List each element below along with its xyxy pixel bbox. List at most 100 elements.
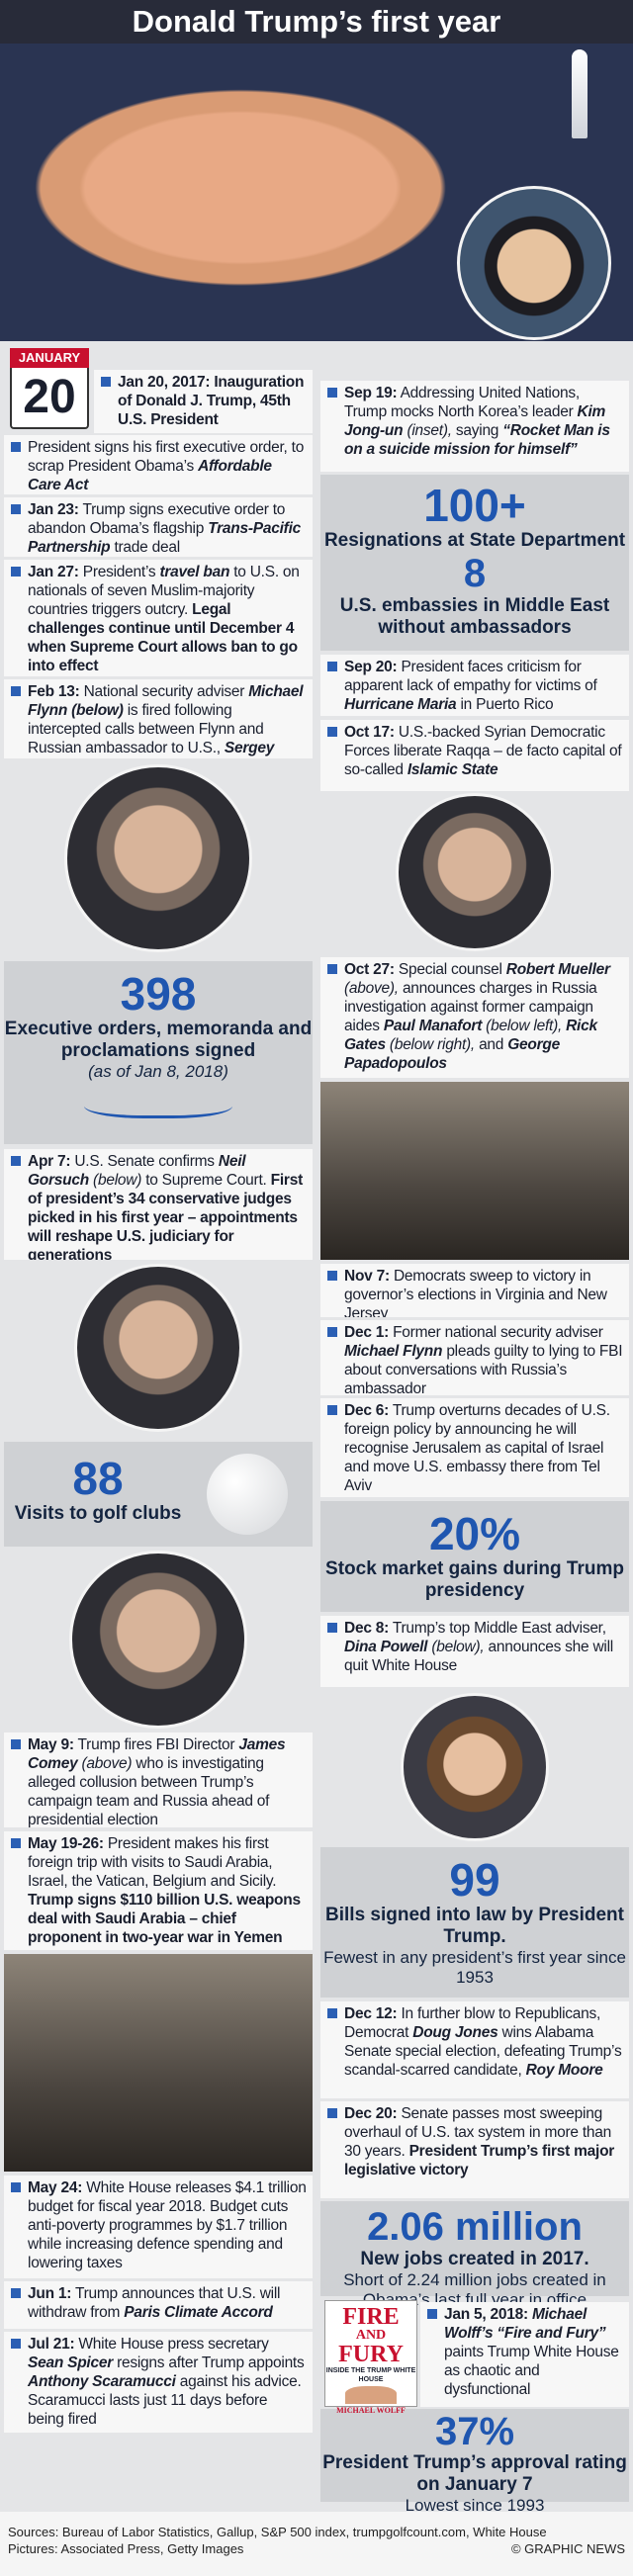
- stat-resignations: 100+ Resignations at State Department 8 …: [320, 475, 629, 651]
- stat-label: Bills signed into law by President Trump…: [325, 1905, 624, 1947]
- manafort-gates-photo: [320, 1082, 629, 1260]
- event-text: wins Alabama Senate special election, de…: [344, 2024, 622, 2079]
- event: Dec 20: Senate passes most sweeping over…: [320, 2101, 629, 2198]
- event: Oct 17: U.S.-backed Syrian Democratic Fo…: [320, 720, 629, 791]
- event: May 9: Trump fires FBI Director James Co…: [4, 1732, 313, 1827]
- stat-label: U.S. embassies in Middle East without am…: [339, 595, 610, 638]
- event-text: Jul 21:: [28, 2336, 75, 2353]
- stat-label: President Trump’s approval rating on Jan…: [322, 2452, 627, 2495]
- event-text: Trump announces that U.S. will withdraw …: [28, 2285, 281, 2321]
- event: Jul 21: White House press secretary Sean…: [4, 2332, 313, 2433]
- book-title: FURY: [338, 2342, 404, 2367]
- footer: Sources: Bureau of Labor Statistics, Gal…: [0, 2512, 633, 2576]
- stat-number: 99: [449, 1854, 500, 1906]
- event: Jan 27: President’s travel ban to U.S. o…: [4, 560, 313, 676]
- event-text: Paris Climate Accord: [124, 2304, 273, 2321]
- stat-approval: 37% President Trump’s approval rating on…: [320, 2409, 629, 2515]
- book-photo: [345, 2386, 397, 2404]
- event-text: Sep 19:: [344, 385, 398, 401]
- event-text: Trump signs $110 billion U.S. weapons de…: [28, 1892, 301, 1946]
- event-text: Michael Wolff’s: [444, 2306, 588, 2342]
- event-text: and: [479, 1036, 504, 1053]
- event-text: Rick Gates: [344, 1018, 597, 1053]
- event-text: (below),: [431, 1639, 485, 1655]
- event: Sep 20: President faces criticism for ap…: [320, 655, 629, 716]
- stat-label: Executive orders, memoranda and proclama…: [4, 1019, 313, 1061]
- rocket-icon: [572, 49, 588, 138]
- event-text: Jan 20, 2017:: [118, 374, 211, 391]
- event-text: Sergey Kislyev: [224, 740, 275, 756]
- event: President signs his first executive orde…: [4, 435, 313, 494]
- event-text: Roy Moore: [525, 2062, 603, 2079]
- book-cover: FIRE AND FURY INSIDE THE TRUMP WHITE HOU…: [324, 2300, 417, 2415]
- event-text: Former national security adviser: [393, 1324, 603, 1341]
- stat-label: Stock market gains during Trump presiden…: [325, 1558, 624, 1601]
- event-text: Hurricane Maria: [344, 696, 457, 713]
- event: Jan 23: Trump signs executive order to a…: [4, 497, 313, 557]
- event: Dec 1: Former national security adviser …: [320, 1320, 629, 1395]
- kim-photo: [457, 186, 611, 340]
- event-text: (inset),: [407, 422, 452, 439]
- stat-note: Fewest in any president’s first year sin…: [323, 1948, 626, 1987]
- golf-ball: [207, 1454, 288, 1535]
- event-text: Jan 5, 2018:: [444, 2306, 528, 2323]
- event-text: President makes his first foreign trip w…: [28, 1835, 277, 1890]
- event-text: Jan 27:: [28, 564, 79, 580]
- event: Jan 5, 2018: Michael Wolff’s “Fire and F…: [420, 2302, 629, 2407]
- event-text: President’s: [82, 564, 156, 580]
- stat-bills: 99 Bills signed into law by President Tr…: [320, 1847, 629, 1998]
- flynn-photo: [64, 764, 252, 952]
- event: Oct 27: Special counsel Robert Mueller (…: [320, 957, 629, 1078]
- stat-number: 88: [72, 1453, 124, 1504]
- event-text: Dec 6:: [344, 1402, 390, 1419]
- stat-number: 2.06 million: [367, 2205, 583, 2249]
- event-text: Trump signs executive order to abandon O…: [28, 501, 286, 537]
- event-text: (below right),: [389, 1036, 475, 1053]
- event-text: who is investigating alleged collusion b…: [28, 1755, 270, 1827]
- event-text: Sep 20:: [344, 659, 398, 675]
- event-text: Dec 12:: [344, 2005, 398, 2022]
- event-text: President faces criticism for apparent l…: [344, 659, 597, 694]
- stat-label: Resignations at State Department: [323, 530, 626, 551]
- stat-number: 398: [120, 968, 197, 1020]
- event: Nov 7: Democrats sweep to victory in gov…: [320, 1264, 629, 1317]
- event: Jan 20, 2017: Inauguration of Donald J. …: [94, 370, 313, 433]
- title: Donald Trump’s first year: [132, 4, 501, 39]
- event-text: Jun 1:: [28, 2285, 72, 2302]
- stat-note: (as of Jan 8, 2018): [88, 1062, 228, 1081]
- event-text: Special counsel: [398, 961, 502, 978]
- event: Dec 6: Trump overturns decades of U.S. f…: [320, 1398, 629, 1497]
- badge-month: JANUARY: [10, 348, 89, 368]
- event: Dec 12: In further blow to Republicans, …: [320, 2001, 629, 2098]
- stat-number: 100+: [423, 480, 526, 531]
- credit: © GRAPHIC NEWS: [510, 2541, 625, 2556]
- event-text: Robert Mueller: [505, 961, 610, 978]
- mueller-photo: [396, 793, 554, 951]
- event-text: Sean Spicer: [28, 2354, 113, 2371]
- comey-photo: [69, 1551, 247, 1729]
- event-text: Michael Flynn (below): [28, 683, 304, 719]
- event-text: President signs his first executive orde…: [28, 439, 305, 475]
- event-text: Paul Manafort: [383, 1018, 483, 1034]
- stat-number: 8: [463, 552, 487, 595]
- event-text: (above),: [344, 980, 399, 997]
- event-text: National security adviser: [83, 683, 245, 700]
- event-text: U.S. Senate confirms: [74, 1153, 215, 1170]
- event-text: Apr 7:: [28, 1153, 71, 1170]
- event-text: Inauguration of Donald J. Trump, 45th U.…: [118, 374, 305, 428]
- event-text: Addressing United Nations, Trump mocks N…: [344, 385, 580, 420]
- book-title: AND: [355, 2328, 387, 2343]
- event-text: Trump’s top Middle East adviser,: [392, 1620, 606, 1637]
- badge-day: 20: [23, 371, 76, 423]
- event-text: May 9:: [28, 1736, 74, 1753]
- event-text: travel ban: [159, 564, 230, 580]
- event-text: Feb 13:: [28, 683, 80, 700]
- event-text: Oct 17:: [344, 724, 395, 741]
- stat-golf: 88 Visits to golf clubs: [4, 1442, 313, 1547]
- event-text: White House press secretary: [78, 2336, 269, 2353]
- stat-number: 37%: [434, 2410, 515, 2453]
- book-title: FIRE: [342, 2304, 400, 2330]
- event-text: to Supreme Court.: [145, 1172, 267, 1189]
- event-text: (above): [81, 1755, 133, 1772]
